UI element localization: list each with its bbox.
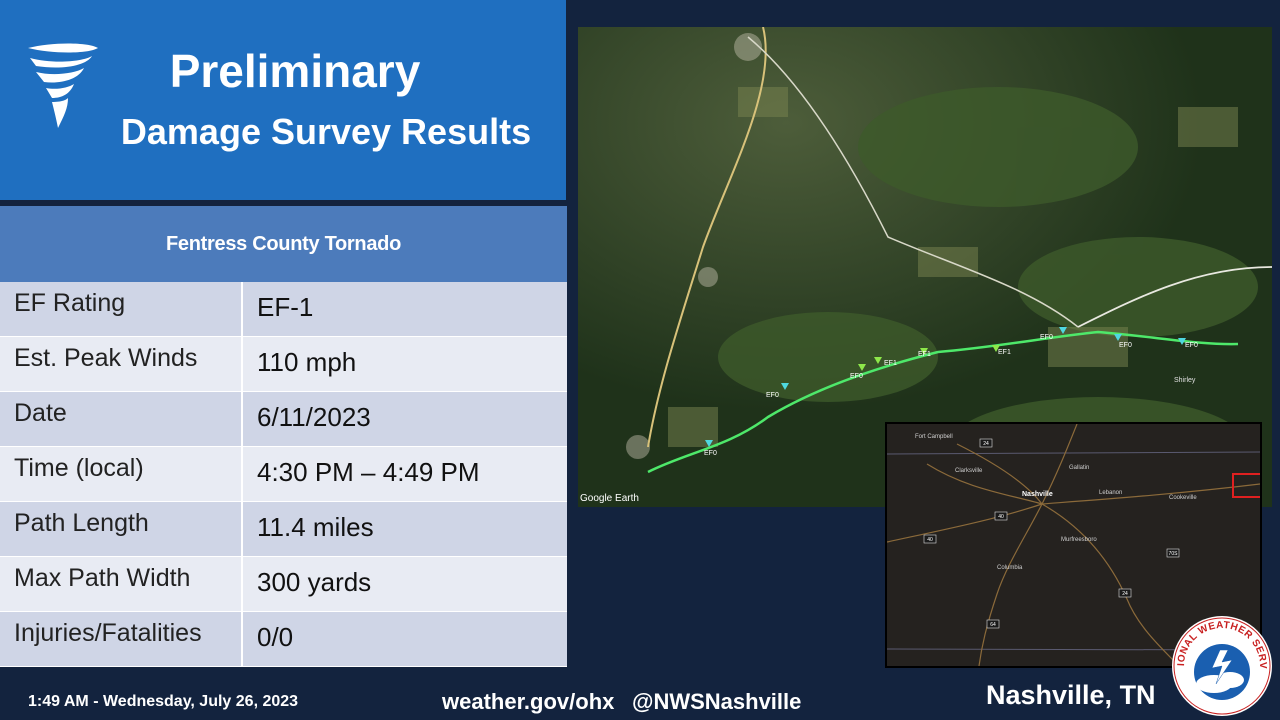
inset-city-label: Columbia xyxy=(997,565,1023,571)
map-marker-label: EF0 xyxy=(766,392,779,399)
row-label: Time (local) xyxy=(0,447,243,501)
page-title: Preliminary xyxy=(169,45,421,97)
inset-highway-label: 24 xyxy=(1122,591,1128,597)
tornado-icon xyxy=(28,43,98,128)
table-row: Date 6/11/2023 xyxy=(0,392,567,447)
row-value: 4:30 PM – 4:49 PM xyxy=(257,457,480,487)
inset-highway-label: 40 xyxy=(927,537,933,543)
inset-city-label: Clarksville xyxy=(955,468,983,474)
table-row: Est. Peak Winds 110 mph xyxy=(0,337,567,392)
footer-twitter-handle[interactable]: @NWSNashville xyxy=(632,689,802,714)
row-label: Injuries/Fatalities xyxy=(0,612,243,666)
survey-table: Fentress County Tornado EF Rating EF-1 E… xyxy=(0,206,567,667)
inset-highway-label: 70S xyxy=(1169,551,1179,557)
inset-highway-label: 40 xyxy=(998,514,1004,520)
inset-location-box xyxy=(1232,473,1260,498)
inset-city-label: Gallatin xyxy=(1069,465,1089,471)
table-title: Fentress County Tornado xyxy=(0,206,567,282)
map-marker-label: EF0 xyxy=(1040,334,1053,341)
table-row: Injuries/Fatalities 0/0 xyxy=(0,612,567,667)
map-marker-label: EF0 xyxy=(850,373,863,380)
inset-city-label: Lebanon xyxy=(1099,490,1122,496)
table-row: Max Path Width 300 yards xyxy=(0,557,567,612)
map-marker-label: EF0 xyxy=(704,450,717,457)
map-marker-label: EF0 xyxy=(1119,342,1132,349)
footer-website[interactable]: weather.gov/ohx xyxy=(442,689,615,714)
table-row: Path Length 11.4 miles xyxy=(0,502,567,557)
row-value: 300 yards xyxy=(257,567,372,597)
map-credit: Google Earth xyxy=(580,493,639,504)
map-marker-label: EF1 xyxy=(884,360,897,367)
inset-city-label: Fort Campbell xyxy=(915,434,953,440)
inset-city-label: Murfreesboro xyxy=(1061,537,1097,543)
row-label: EF Rating xyxy=(0,282,243,336)
map-place-label: Shirley xyxy=(1174,377,1196,384)
footer-office-name: Nashville, TN xyxy=(986,680,1156,710)
page-subtitle: Damage Survey Results xyxy=(120,111,532,152)
inset-highway-label: 64 xyxy=(990,622,996,628)
row-label: Max Path Width xyxy=(0,557,243,611)
inset-city-label: Nashville xyxy=(1022,491,1053,498)
inset-city-label: Cookeville xyxy=(1169,495,1197,501)
row-value: 0/0 xyxy=(257,622,294,652)
nws-logo-icon: NATIONAL WEATHER SERVICE xyxy=(1170,614,1272,716)
row-value: EF-1 xyxy=(257,292,314,322)
inset-highway-label: 24 xyxy=(983,441,989,447)
row-value: 11.4 miles xyxy=(257,512,374,542)
map-marker-label: EF1 xyxy=(918,351,931,358)
table-row: EF Rating EF-1 xyxy=(0,282,567,337)
table-body: EF Rating EF-1 Est. Peak Winds 110 mph D… xyxy=(0,282,567,667)
row-label: Path Length xyxy=(0,502,243,556)
footer-timestamp: 1:49 AM - Wednesday, July 26, 2023 xyxy=(28,693,299,710)
row-label: Date xyxy=(0,392,243,446)
row-value: 110 mph xyxy=(257,347,357,377)
row-value: 6/11/2023 xyxy=(257,402,371,432)
map-marker-label: EF0 xyxy=(1185,342,1198,349)
row-label: Est. Peak Winds xyxy=(0,337,243,391)
map-marker-label: EF1 xyxy=(998,349,1011,356)
header-banner: Preliminary Damage Survey Results xyxy=(0,0,566,200)
table-row: Time (local) 4:30 PM – 4:49 PM xyxy=(0,447,567,502)
